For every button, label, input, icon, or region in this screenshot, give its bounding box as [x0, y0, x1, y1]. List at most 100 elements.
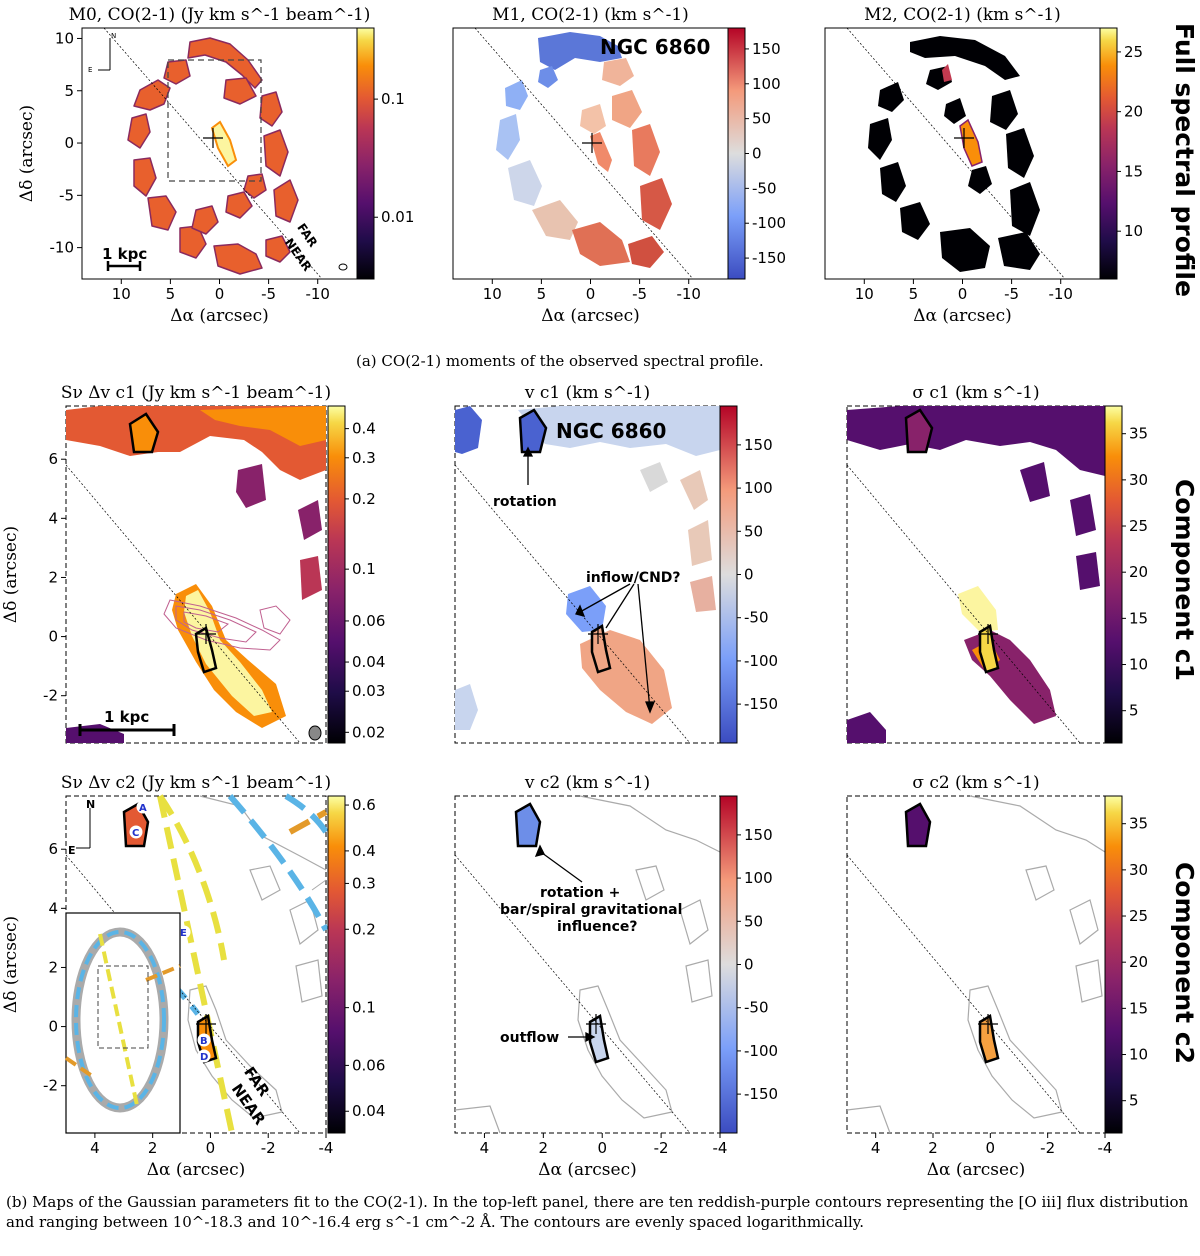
- y-axis-label: Δδ (arcsec): [1, 526, 21, 623]
- panel-s1: 1 kpc: [65, 405, 327, 744]
- colorbar: [1099, 27, 1118, 280]
- x-tick-label: 4: [871, 1139, 881, 1157]
- c1-outline-contours: [846, 795, 1106, 1134]
- panel-m1: NGC 6860: [452, 27, 729, 280]
- arm-segment-line: [288, 809, 328, 835]
- region-label-c: C: [132, 828, 139, 839]
- colorbar-tick-label: 0.02: [352, 723, 385, 741]
- major-axis-line: [846, 27, 1066, 280]
- x-tick-label: -2: [1040, 1139, 1055, 1157]
- x-tick-label: 10: [855, 285, 874, 303]
- region-label-b: B: [200, 1036, 208, 1047]
- x-axis-label: Δα (arcsec): [170, 306, 269, 326]
- sg1-emission: [847, 406, 1105, 743]
- x-tick-label: -4: [713, 1139, 728, 1157]
- colorbar-tick-label: 0.1: [352, 560, 376, 578]
- colorbar-tick-label: 10: [1124, 222, 1143, 240]
- x-tick-label: 2: [539, 1139, 549, 1157]
- m2-emission: [868, 36, 1040, 272]
- compass-north: N: [86, 798, 95, 811]
- panel-title: M2, CO(2-1) (km s^-1): [864, 5, 1061, 25]
- colorbar-tick-label: 0: [744, 956, 754, 974]
- colorbar: [1104, 405, 1123, 744]
- x-tick-label: 5: [166, 285, 176, 303]
- m1-emission: [496, 32, 672, 268]
- compass: [76, 808, 91, 849]
- colorbar-tick-label: 0.04: [352, 653, 385, 671]
- panel-v1: NGC 6860 rotation inflow/CND?: [454, 405, 721, 744]
- colorbar-tick-label: 0.3: [352, 874, 376, 892]
- y-tick-label: 4: [48, 899, 58, 917]
- annotation-arrows: [522, 446, 655, 714]
- major-axis-line: [846, 464, 1081, 744]
- colorbar-tick-label: 100: [744, 869, 773, 887]
- colorbar-tick-label: 0.3: [352, 449, 376, 467]
- x-tick-label: 2: [148, 1139, 158, 1157]
- colorbar-tick-label: 0.06: [352, 1056, 385, 1074]
- y-tick-label: 2: [48, 568, 58, 586]
- x-tick-label: 0: [986, 1139, 996, 1157]
- scale-bar-label: 1 kpc: [102, 245, 147, 263]
- panel-title: Sν Δv c1 (Jy km s^-1 beam^-1): [61, 383, 331, 403]
- colorbar-tick-label: 0.03: [352, 682, 385, 700]
- colorbar-tick-label: 100: [752, 75, 781, 93]
- colorbar-tick-label: 10: [1129, 656, 1148, 674]
- x-tick-label: -2: [261, 1139, 276, 1157]
- colorbar-tick-label: 0: [744, 566, 754, 584]
- y-tick-label: -2: [43, 687, 58, 705]
- colorbar-tick-label: 50: [744, 522, 763, 540]
- colorbar-tick-label: 20: [1124, 103, 1143, 121]
- scale-bar: [78, 724, 176, 736]
- colorbar-tick-label: 0.4: [352, 842, 376, 860]
- caption-a: (a) CO(2-1) moments of the observed spec…: [356, 352, 764, 370]
- x-tick-label: -2: [654, 1139, 669, 1157]
- y-tick-label: 4: [48, 509, 58, 527]
- panel-title: σ c2 (km s^-1): [912, 773, 1039, 793]
- colorbar-tick-label: -100: [752, 214, 786, 232]
- compass-east: E: [68, 844, 76, 857]
- colorbar-tick-label: 0.1: [381, 90, 405, 108]
- colorbar-tick-label: 150: [744, 436, 773, 454]
- m0-nucleus: [210, 120, 238, 168]
- colorbar-tick-label: -150: [752, 249, 786, 267]
- x-tick-label: 5: [537, 285, 547, 303]
- colorbar: [719, 405, 738, 744]
- panel-v2: rotation + bar/spiral gravitational infl…: [454, 795, 721, 1134]
- y-tick-label: 6: [48, 840, 58, 858]
- x-axis-label: Δα (arcsec): [538, 1160, 637, 1180]
- colorbar-tick-label: 0: [752, 145, 762, 163]
- galaxy-label: NGC 6860: [556, 419, 666, 443]
- y-tick-label: 0: [48, 1018, 58, 1036]
- colorbar-tick-label: 35: [1129, 425, 1148, 443]
- region-label-a: A: [139, 803, 147, 814]
- y-tick-label: -5: [59, 186, 74, 204]
- colorbar-tick-label: 0.06: [352, 612, 385, 630]
- colorbar: [727, 27, 746, 280]
- y-axis-label: Δδ (arcsec): [1, 916, 21, 1013]
- colorbar-tick-label: 20: [1129, 563, 1148, 581]
- center-marker: [978, 1014, 998, 1034]
- colorbar: [327, 795, 346, 1134]
- colorbar-tick-label: -150: [744, 695, 778, 713]
- y-tick-label: 6: [48, 450, 58, 468]
- beam-ellipse: [308, 725, 322, 741]
- colorbar-tick-label: 150: [744, 826, 773, 844]
- colorbar-tick-label: -50: [744, 999, 769, 1017]
- center-marker: [586, 1014, 606, 1034]
- y-axis-label: Δδ (arcsec): [17, 105, 37, 202]
- annotation-bar-spiral: bar/spiral gravitational: [500, 902, 682, 918]
- colorbar-tick-label: 35: [1129, 815, 1148, 833]
- center-marker: [954, 128, 974, 148]
- center-marker: [196, 624, 216, 644]
- colorbar-tick-label: 10: [1129, 1046, 1148, 1064]
- scale-bar-label: 1 kpc: [104, 708, 149, 726]
- colorbar-tick-label: 20: [1129, 953, 1148, 971]
- x-tick-label: -4: [319, 1139, 334, 1157]
- colorbar-tick-label: 0.1: [352, 999, 376, 1017]
- x-tick-label: -5: [261, 285, 276, 303]
- panel-sg1: [846, 405, 1106, 744]
- colorbar-tick-label: 0.2: [352, 920, 376, 938]
- x-tick-label: 10: [483, 285, 502, 303]
- major-axis-line: [65, 854, 301, 1134]
- row-label-full: Full spectral profile: [1170, 23, 1199, 297]
